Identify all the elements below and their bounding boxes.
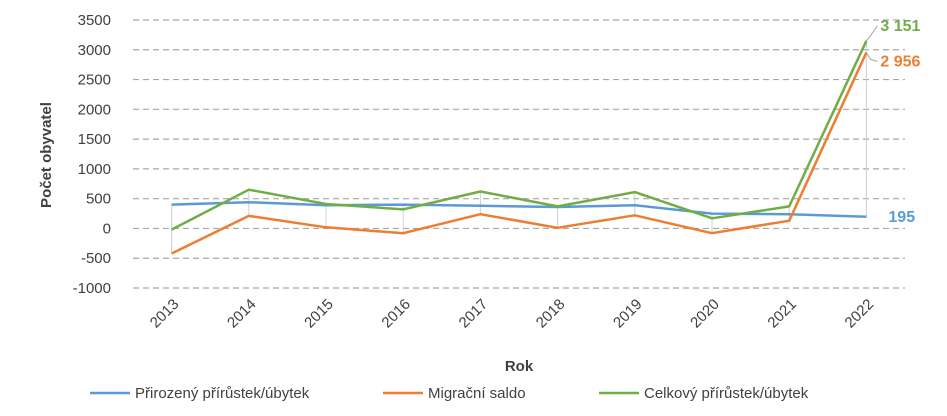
x-tick-label: 2013 — [147, 296, 183, 332]
gridlines — [133, 19, 905, 289]
x-tick-label: 2019 — [610, 296, 646, 332]
y-tick-label: 1000 — [78, 161, 111, 178]
x-axis-ticks: 2013 2014 2015 2016 2017 2018 2019 2020 2021 2022 — [147, 296, 877, 332]
label-leader — [865, 52, 878, 62]
series-lines — [171, 40, 868, 255]
data-label: 3 151 — [880, 18, 920, 35]
y-axis-ticks: 3500 3000 2500 2000 1500 1000 500 0 -500 -1000 — [73, 12, 111, 297]
x-tick-label: 2017 — [456, 296, 492, 332]
x-tick-label: 2021 — [764, 296, 800, 332]
y-axis-title: Počet obyvatel — [38, 102, 55, 208]
series-line-2 — [171, 40, 868, 231]
y-tick-label: -1000 — [73, 280, 111, 297]
y-tick-label: 3000 — [78, 42, 111, 59]
label-leader — [866, 25, 878, 42]
y-tick-label: 0 — [103, 220, 111, 237]
x-axis-title: Rok — [505, 358, 534, 375]
series-line-0 — [171, 200, 867, 219]
data-labels: 3 151 2 956 195 — [865, 18, 921, 226]
y-tick-label: 500 — [86, 191, 111, 208]
data-label: 195 — [888, 209, 915, 226]
x-tick-label: 2020 — [687, 296, 723, 332]
x-tick-label: 2022 — [842, 296, 878, 332]
legend-label: Migrační saldo — [428, 385, 526, 402]
data-label: 2 956 — [880, 53, 920, 70]
x-tick-label: 2014 — [224, 296, 260, 332]
series-line-1 — [171, 51, 868, 255]
x-tick-label: 2016 — [378, 296, 414, 332]
y-tick-label: 2500 — [78, 72, 111, 89]
x-tick-label: 2018 — [533, 296, 569, 332]
y-tick-label: 2000 — [78, 101, 111, 118]
legend-label: Celkový přírůstek/úbytek — [644, 385, 809, 402]
y-tick-label: 1500 — [78, 131, 111, 148]
legend-label: Přirozený přírůstek/úbytek — [135, 385, 310, 402]
legend: Přirozený přírůstek/úbytek Migrační saldo… — [90, 385, 809, 402]
x-tick-label: 2015 — [301, 296, 337, 332]
y-tick-label: -500 — [81, 250, 111, 267]
y-tick-label: 3500 — [78, 12, 111, 29]
